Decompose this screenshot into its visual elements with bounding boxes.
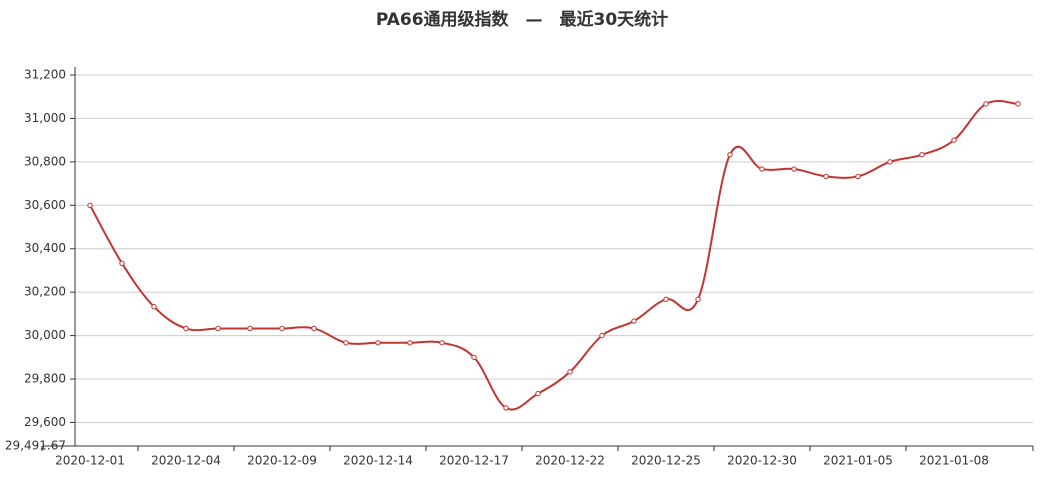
x-tick-label: 2020-12-04 xyxy=(151,454,221,468)
y-tick-label: 30,800 xyxy=(24,154,66,168)
point xyxy=(407,340,413,346)
y-tick-label: 31,200 xyxy=(24,68,66,82)
point xyxy=(759,166,765,172)
point xyxy=(119,260,125,266)
x-tick-label: 2020-12-01 xyxy=(55,454,125,468)
y-tick-label: 30,000 xyxy=(24,328,66,342)
point xyxy=(599,332,605,339)
point xyxy=(311,325,317,332)
point xyxy=(247,325,253,332)
point xyxy=(471,354,477,361)
point xyxy=(983,101,989,107)
x-tick-label: 2021-01-05 xyxy=(823,454,893,468)
point xyxy=(791,166,797,172)
y-tick-label: 30,600 xyxy=(24,198,66,212)
point xyxy=(919,152,925,158)
x-tick-label: 2020-12-09 xyxy=(247,454,317,468)
x-tick-label: 2020-12-17 xyxy=(439,454,509,468)
y-tick-label: 31,000 xyxy=(24,111,66,125)
point xyxy=(567,369,573,375)
point xyxy=(87,202,93,209)
line xyxy=(89,100,1019,411)
point xyxy=(663,296,669,303)
point xyxy=(215,325,221,332)
point xyxy=(695,296,701,303)
point xyxy=(151,304,157,310)
point xyxy=(887,159,893,165)
point xyxy=(855,173,861,180)
point xyxy=(951,137,957,143)
point xyxy=(631,318,637,324)
point xyxy=(439,340,445,346)
point xyxy=(183,325,189,332)
y-tick-label: 30,400 xyxy=(24,241,66,255)
point xyxy=(343,340,349,346)
x-tick-label: 2020-12-25 xyxy=(631,454,701,468)
y-tick-label: 29,491.67 xyxy=(5,439,66,453)
y-tick-label: 30,200 xyxy=(24,285,66,299)
point xyxy=(503,405,509,411)
point xyxy=(375,340,381,346)
x-tick-label: 2020-12-22 xyxy=(535,454,605,468)
x-tick-label: 2020-12-14 xyxy=(343,454,413,468)
point xyxy=(823,173,829,180)
y-tick-label: 29,600 xyxy=(24,415,66,429)
point xyxy=(535,390,541,397)
chart-title: PA66通用级指数 — 最近30天统计 xyxy=(376,9,668,30)
point xyxy=(727,152,733,158)
point xyxy=(279,325,285,332)
y-tick-label: 29,800 xyxy=(24,372,66,386)
x-tick-label: 2020-12-30 xyxy=(727,454,797,468)
x-tick-label: 2021-01-08 xyxy=(919,454,989,468)
point xyxy=(1015,101,1021,107)
